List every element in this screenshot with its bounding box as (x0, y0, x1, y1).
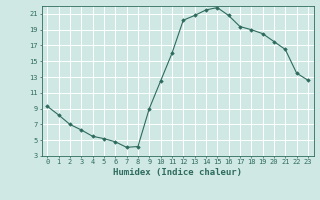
X-axis label: Humidex (Indice chaleur): Humidex (Indice chaleur) (113, 168, 242, 177)
